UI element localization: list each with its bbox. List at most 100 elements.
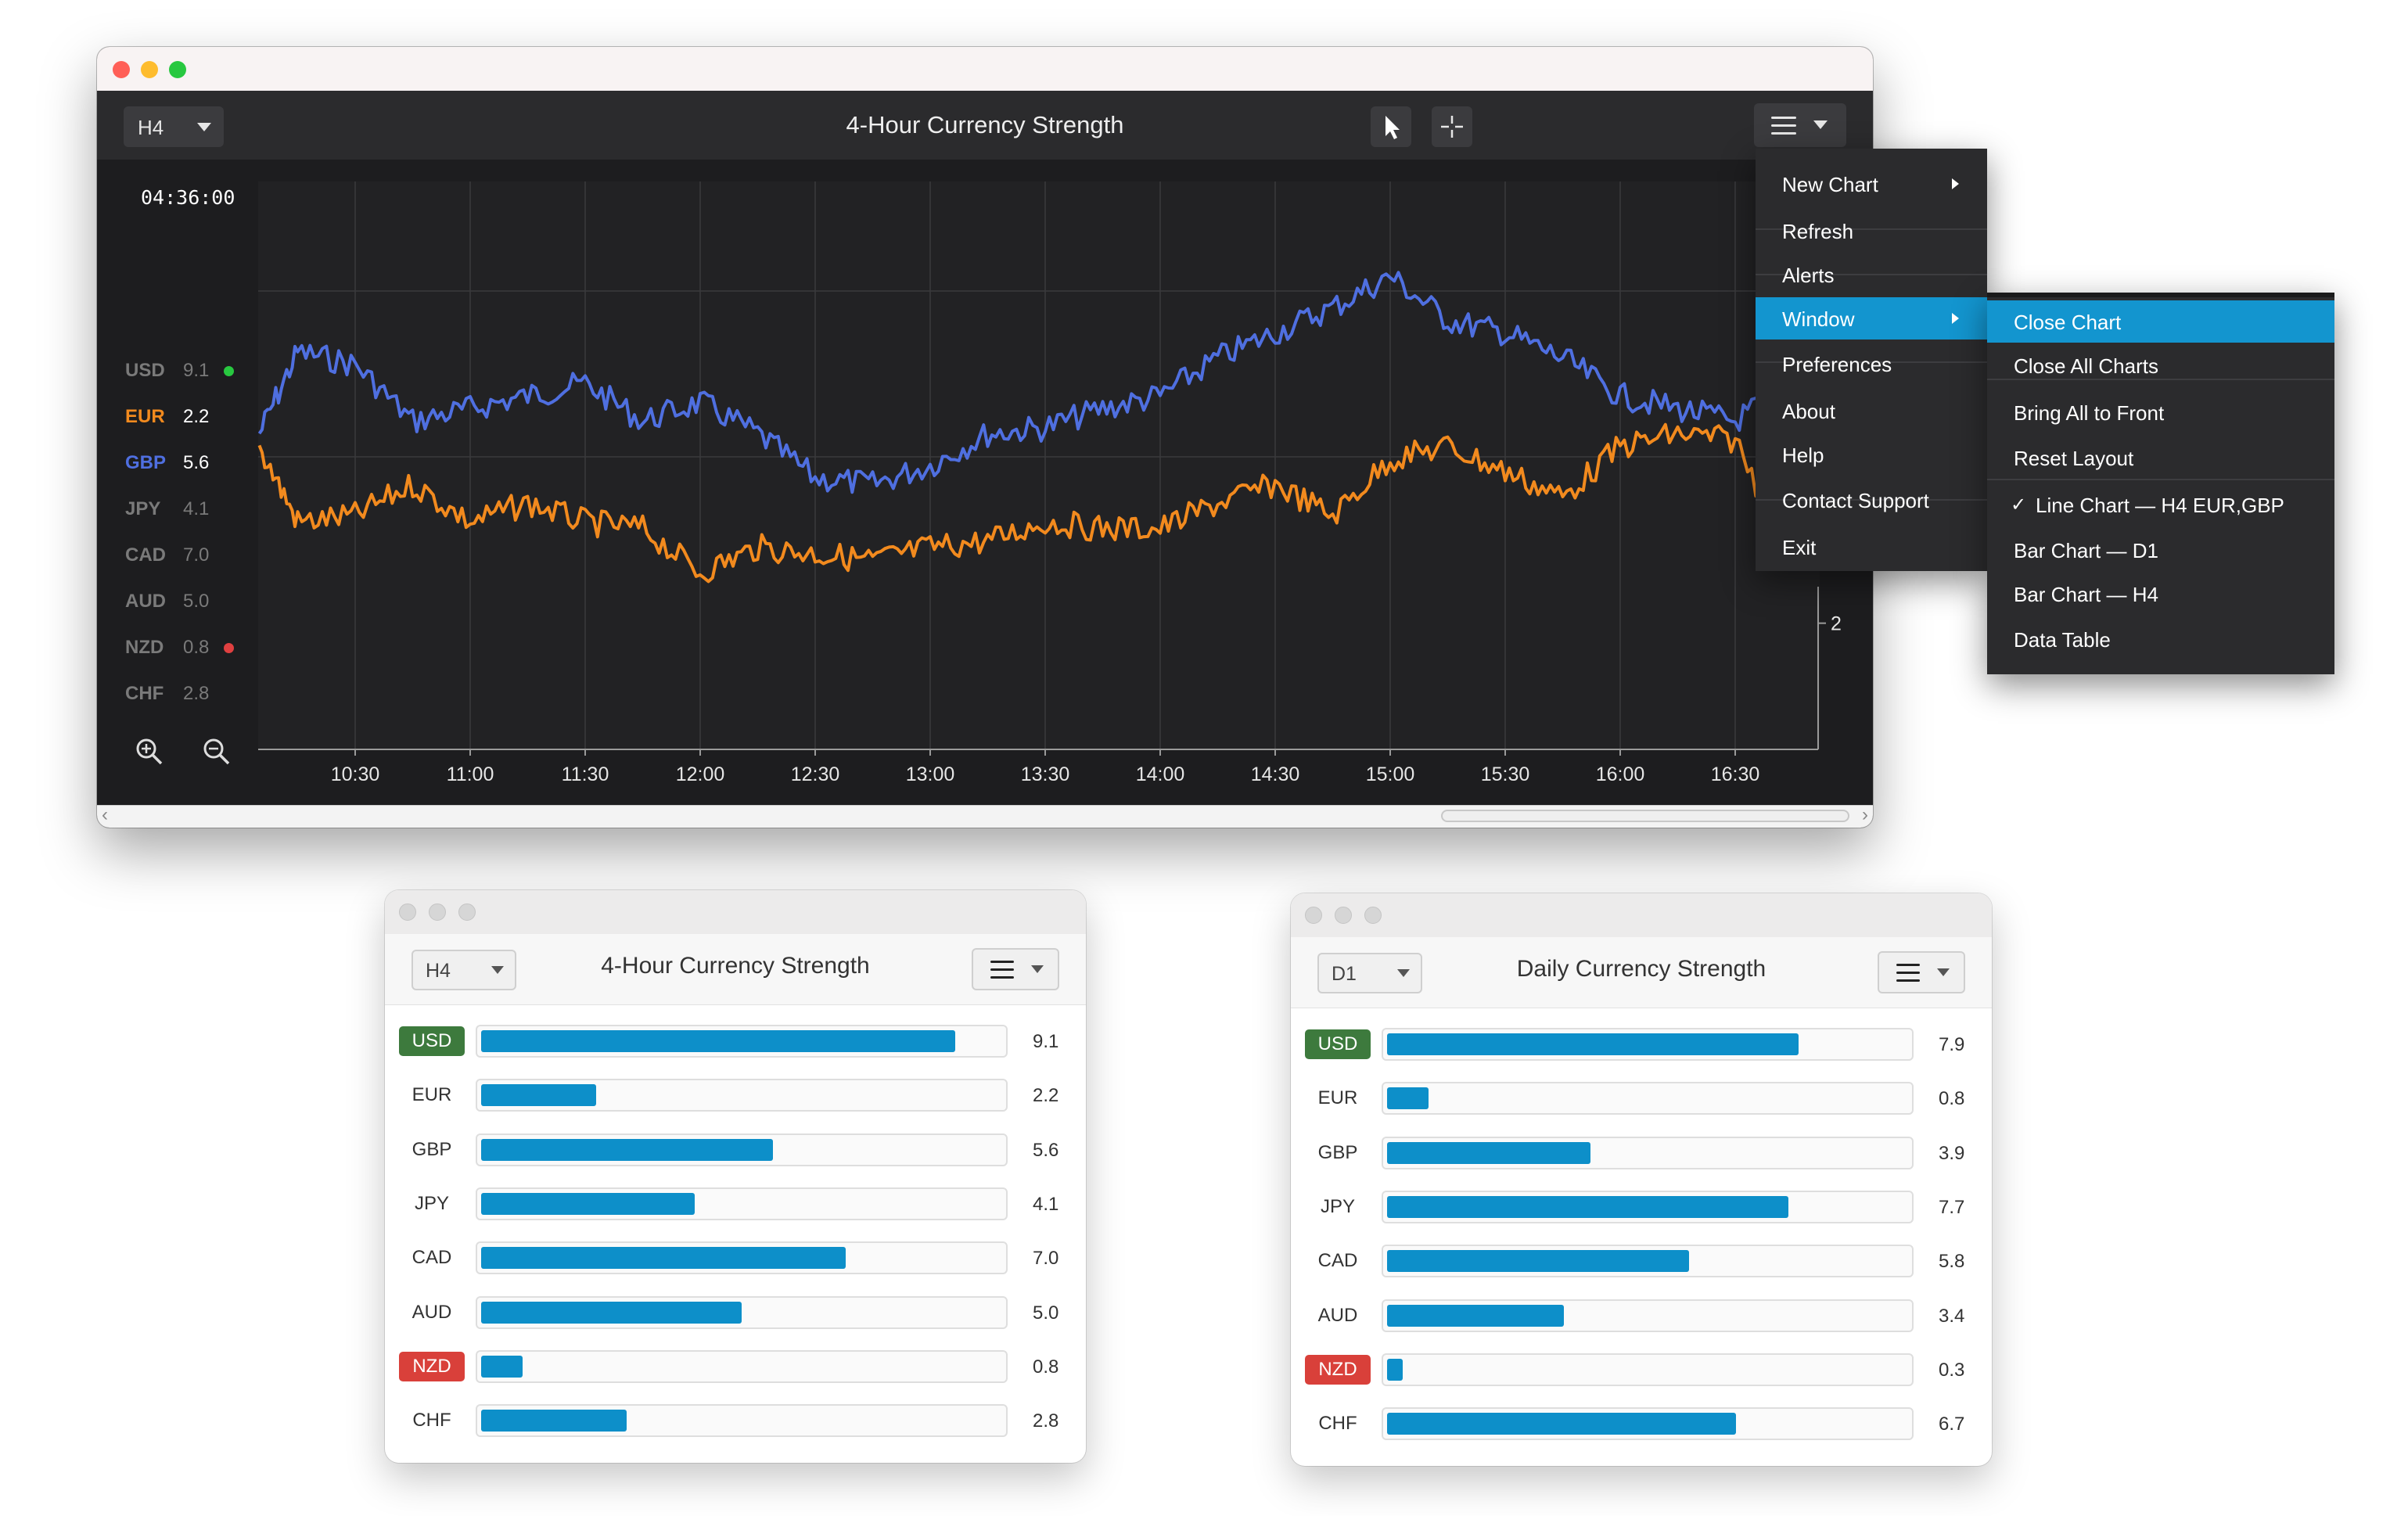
- bar-window-header: D1 Daily Currency Strength: [1291, 937, 1992, 1008]
- chevron-right-icon: [1952, 178, 1959, 189]
- currency-code: GBP: [1317, 1141, 1358, 1163]
- submenu-item-reset-layout[interactable]: Reset Layout: [1987, 436, 2334, 479]
- menu-item-label: Bring All to Front: [2014, 401, 2165, 425]
- close-window-button[interactable]: [1305, 907, 1322, 924]
- submenu-item-line-chart-h4-eur-gbp[interactable]: ✓ Line Chart — H4 EUR,GBP: [1987, 483, 2334, 526]
- legend-value: 5.6: [183, 452, 210, 473]
- strength-bar-track: [1382, 1190, 1914, 1223]
- legend-code: USD: [125, 360, 165, 381]
- menu-item-preferences[interactable]: Preferences: [1756, 343, 1987, 385]
- timeframe-select[interactable]: H4: [124, 106, 224, 147]
- timeframe-select[interactable]: H4: [412, 950, 516, 990]
- hamburger-icon: [990, 961, 1014, 984]
- zoom-window-button[interactable]: [458, 903, 476, 921]
- bar-row-aud: AUD 5.0: [385, 1295, 1086, 1332]
- currency-code: EUR: [1317, 1087, 1358, 1109]
- zoom-window-button[interactable]: [169, 61, 186, 78]
- bar-window-menu-button[interactable]: [1878, 951, 1965, 993]
- scroll-right-icon[interactable]: ›: [1862, 804, 1868, 825]
- currency-code: AUD: [412, 1301, 452, 1323]
- x-tick-label: 14:30: [1251, 763, 1300, 785]
- menu-item-refresh[interactable]: Refresh: [1756, 210, 1987, 252]
- bar-row-chf: CHF 6.7: [1291, 1406, 1992, 1443]
- hamburger-icon: [1896, 964, 1920, 987]
- menu-item-alerts[interactable]: Alerts: [1756, 253, 1987, 296]
- series-line-gbp[interactable]: [257, 271, 1795, 494]
- menu-item-exit[interactable]: Exit: [1756, 526, 1987, 568]
- close-window-button[interactable]: [113, 61, 130, 78]
- menu-item-window[interactable]: Window: [1756, 297, 1987, 339]
- bar-row-gbp: GBP 3.9: [1291, 1135, 1992, 1173]
- bar-row-chf: CHF 2.8: [385, 1403, 1086, 1440]
- scrollbar-thumb[interactable]: [1441, 810, 1849, 822]
- submenu-item-bar-chart-h4[interactable]: Bar Chart — H4: [1987, 573, 2334, 615]
- strength-value: 0.8: [1033, 1356, 1059, 1378]
- strength-value: 6.7: [1939, 1414, 1965, 1435]
- menu-item-new-chart[interactable]: New Chart: [1756, 163, 1987, 205]
- timeframe-select[interactable]: D1: [1317, 953, 1422, 993]
- menu-item-contact-support[interactable]: Contact Support: [1756, 479, 1987, 521]
- legend-value: 5.0: [183, 591, 210, 612]
- menu-item-help[interactable]: Help: [1756, 433, 1987, 476]
- chevron-down-icon: [1813, 120, 1828, 129]
- title-bar: [385, 890, 1086, 935]
- series-eur[interactable]: [257, 422, 1794, 584]
- bar-window-menu-button[interactable]: [972, 948, 1059, 990]
- bar-row-nzd: NZD 0.8: [385, 1349, 1086, 1386]
- currency-code: CHF: [1318, 1413, 1357, 1435]
- line-chart[interactable]: 10:30 11:00 11:30 12:00 12:30 13:00 13:30 14:00…: [97, 47, 1873, 806]
- window-submenu: Close Chart Close All Charts Bring All to …: [1987, 293, 2334, 674]
- strength-bar-track: [1382, 1299, 1914, 1332]
- legend-code: CHF: [125, 683, 164, 704]
- strength-bar-fill: [1387, 1358, 1403, 1381]
- legend-value: 9.1: [183, 360, 210, 381]
- zoom-in-icon[interactable]: [133, 735, 164, 767]
- crosshair-tool-button[interactable]: [1432, 106, 1472, 147]
- strength-value: 0.3: [1939, 1359, 1965, 1381]
- menu-item-label: Data Table: [2014, 628, 2111, 652]
- currency-code: JPY: [414, 1192, 449, 1214]
- bar-window-title: 4-Hour Currency Strength: [601, 953, 870, 979]
- menu-item-label: Window: [1782, 307, 1855, 331]
- bar-row-eur: EUR 0.8: [1291, 1080, 1992, 1118]
- strength-value: 7.0: [1033, 1248, 1059, 1270]
- submenu-item-close-all-charts[interactable]: Close All Charts: [1987, 344, 2334, 386]
- submenu-item-bar-chart-d1[interactable]: Bar Chart — D1: [1987, 529, 2334, 571]
- chart-grid: [258, 181, 1820, 750]
- bar-row-usd: USD 7.9: [1291, 1026, 1992, 1064]
- close-window-button[interactable]: [399, 903, 416, 921]
- legend-code: JPY: [125, 498, 161, 519]
- series-line-eur[interactable]: [257, 422, 1794, 584]
- menu-item-label: Close All Charts: [2014, 354, 2158, 378]
- zoom-out-icon[interactable]: [200, 735, 232, 767]
- x-tick-label: 13:30: [1021, 763, 1070, 785]
- submenu-item-bring-all-to-front[interactable]: Bring All to Front: [1987, 391, 2334, 433]
- time-readout: 04:36:00: [141, 186, 235, 209]
- strength-bar-fill: [481, 1301, 742, 1324]
- strength-bar-fill: [1387, 1250, 1689, 1273]
- currency-code-badge: USD: [1305, 1029, 1371, 1059]
- chart-menu-button[interactable]: [1754, 103, 1846, 147]
- series-gbp[interactable]: [257, 271, 1795, 494]
- menu-item-label: Alerts: [1782, 264, 1835, 287]
- minimize-window-button[interactable]: [1335, 907, 1352, 924]
- strength-bar-fill: [1387, 1195, 1788, 1218]
- strength-value: 5.8: [1939, 1251, 1965, 1273]
- menu-separator: [1756, 499, 1987, 501]
- zoom-window-button[interactable]: [1364, 907, 1382, 924]
- strength-value: 7.9: [1939, 1034, 1965, 1055]
- submenu-item-close-chart[interactable]: Close Chart: [1987, 300, 2334, 343]
- horizontal-scrollbar[interactable]: ‹ ›: [97, 804, 1873, 828]
- x-tick-label: 15:00: [1366, 763, 1415, 785]
- minimize-window-button[interactable]: [429, 903, 446, 921]
- scroll-left-icon[interactable]: ‹: [102, 804, 108, 825]
- minimize-window-button[interactable]: [141, 61, 158, 78]
- pointer-tool-button[interactable]: [1371, 106, 1411, 147]
- submenu-item-data-table[interactable]: Data Table: [1987, 618, 2334, 660]
- menu-item-about[interactable]: About: [1756, 390, 1987, 432]
- strength-value: 2.8: [1033, 1410, 1059, 1432]
- menu-separator: [1987, 479, 2334, 480]
- currency-code-badge: USD: [399, 1026, 465, 1056]
- strength-bar-track: [476, 1187, 1008, 1220]
- menu-separator: [1756, 274, 1987, 275]
